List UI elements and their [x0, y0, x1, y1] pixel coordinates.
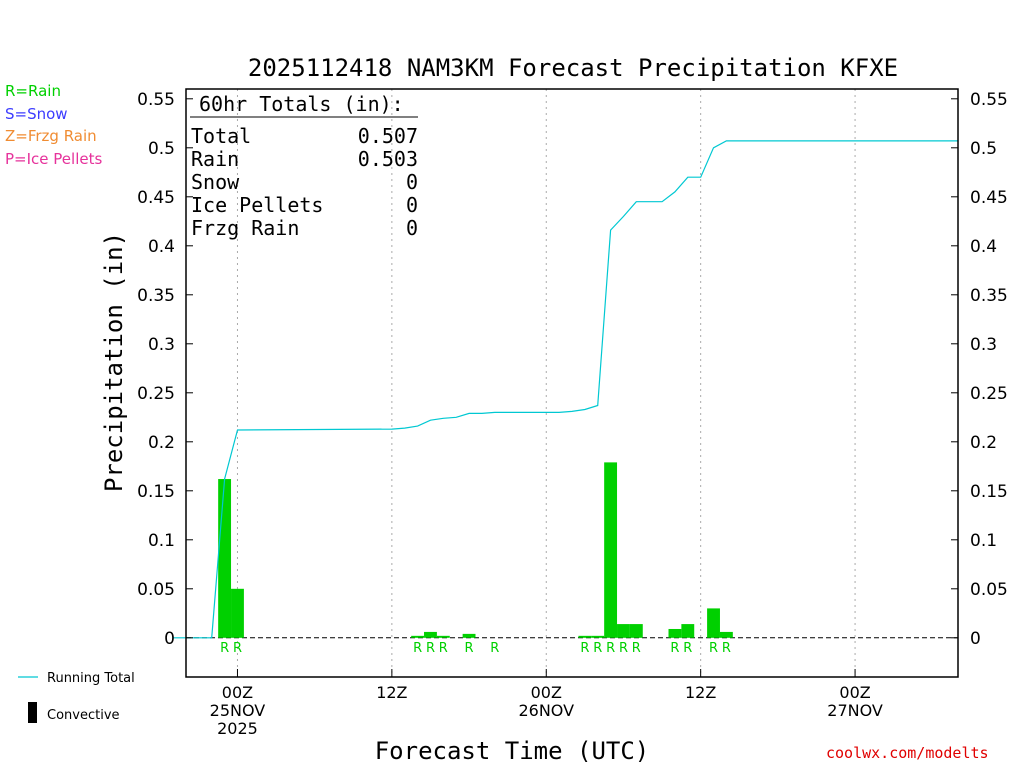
- credit-link[interactable]: coolwx.com/modelts: [826, 744, 989, 762]
- y-tick-label: 0.2: [970, 433, 997, 453]
- y-tick-label: 0.4: [148, 237, 175, 257]
- bar-type-letter: R: [722, 641, 731, 656]
- y-tick-label: 0.15: [970, 482, 1008, 502]
- totals-row-label: Rain: [191, 147, 239, 171]
- bar-type-letter: R: [709, 641, 718, 656]
- precip-type-legend: R=Rain S=Snow Z=Frzg Rain P=Ice Pellets: [5, 80, 102, 170]
- precip-bar: [719, 631, 733, 638]
- bar-type-letter: R: [632, 641, 641, 656]
- totals-heading: 60hr Totals (in):: [199, 92, 404, 116]
- y-tick-label: 0: [164, 629, 175, 649]
- bar-type-letter: R: [490, 641, 499, 656]
- precip-bar: [436, 635, 450, 638]
- y-tick-label: 0.35: [137, 286, 175, 306]
- legend-freezing-rain: Z=Frzg Rain: [5, 127, 97, 145]
- totals-row-label: Snow: [191, 170, 240, 194]
- x-tick-label: 27NOV: [827, 701, 883, 720]
- totals-row-value: 0: [406, 216, 418, 240]
- totals-row-label: Frzg Rain: [191, 216, 299, 240]
- precip-bar: [668, 628, 682, 638]
- x-axis-label: Forecast Time (UTC): [375, 737, 650, 765]
- bar-type-letter: R: [593, 641, 602, 656]
- y-tick-label: 0.25: [970, 384, 1008, 404]
- totals-row-value: 0.507: [358, 124, 418, 148]
- y-tick-label: 0.1: [970, 531, 997, 551]
- bar-type-letter: R: [426, 641, 435, 656]
- totals-row-value: 0: [406, 193, 418, 217]
- precip-bar: [424, 631, 437, 638]
- y-tick-label: 0.3: [148, 335, 175, 355]
- bar-type-letter: R: [606, 641, 615, 656]
- bar-type-letter: R: [670, 641, 679, 656]
- y-tick-label: 0.25: [137, 384, 175, 404]
- y-axis-right: 0 0.05 0.1 0.15 0.2 0.25 0.3 0.35 0.4 0.45 0.5 0.55: [951, 90, 1008, 649]
- x-tick-label: 2025: [217, 719, 258, 738]
- rain-bars: [218, 462, 733, 638]
- y-tick-label: 0.5: [148, 139, 175, 159]
- chart-title: 2025112418 NAM3KM Forecast Precipitation…: [248, 54, 898, 82]
- y-tick-label: 0.55: [137, 90, 175, 110]
- precip-bar: [218, 479, 232, 638]
- precip-bar: [707, 608, 720, 638]
- precip-bar: [578, 635, 592, 638]
- y-axis-label: Precipitation (in): [100, 232, 128, 492]
- bar-type-letter: R: [439, 641, 448, 656]
- legend-ice-pellets: P=Ice Pellets: [5, 149, 103, 168]
- legend-snow: S=Snow: [5, 104, 68, 123]
- y-tick-label: 0.4: [970, 237, 997, 257]
- precip-bar: [681, 624, 695, 638]
- y-tick-label: 0.3: [970, 335, 997, 355]
- bar-type-letter: R: [220, 641, 229, 656]
- y-tick-label: 0.35: [970, 286, 1008, 306]
- running-total-legend-label: Running Total: [47, 671, 135, 686]
- y-tick-label: 0.5: [970, 139, 997, 159]
- totals-row-value: 0.503: [358, 147, 418, 171]
- bar-type-letter: R: [233, 641, 242, 656]
- legend-rain: R=Rain: [5, 82, 61, 100]
- x-tick-label: 00Z: [531, 683, 562, 702]
- y-tick-label: 0.55: [970, 90, 1008, 110]
- x-tick-label: 12Z: [685, 683, 716, 702]
- totals-box: 60hr Totals (in): Total 0.507 Rain 0.503 Sno…: [190, 92, 418, 240]
- running-total-line: [173, 140, 958, 639]
- y-tick-label: 0.05: [970, 580, 1008, 600]
- precip-bar: [604, 462, 618, 638]
- y-tick-label: 0.05: [137, 580, 175, 600]
- y-tick-label: 0.45: [137, 188, 175, 208]
- y-axis-left: 0 0.05 0.1 0.15 0.2 0.25 0.3 0.35 0.4 0.45 0.5 0.55: [137, 90, 193, 649]
- precip-bar: [231, 588, 244, 638]
- bar-type-letter: R: [413, 641, 422, 656]
- bar-type-letter: R: [619, 641, 628, 656]
- precip-bar: [617, 624, 630, 638]
- convective-legend-swatch: [28, 702, 37, 723]
- x-tick-label: 25NOV: [210, 701, 266, 720]
- totals-row-label: Total: [191, 124, 251, 148]
- precip-bar: [591, 635, 605, 638]
- x-tick-label: 00Z: [839, 683, 870, 702]
- precip-bar: [462, 633, 476, 638]
- precip-bar: [411, 635, 425, 638]
- y-tick-label: 0.2: [148, 433, 175, 453]
- y-tick-label: 0.45: [970, 188, 1008, 208]
- convective-legend-label: Convective: [47, 708, 120, 723]
- plot-frame: [185, 88, 959, 678]
- precip-bar: [629, 624, 643, 638]
- totals-row-label: Ice Pellets: [191, 193, 323, 217]
- x-tick-label: 26NOV: [518, 701, 574, 720]
- bar-type-letter: R: [465, 641, 474, 656]
- y-tick-label: 0.1: [148, 531, 175, 551]
- grid-lines: [236, 89, 856, 677]
- y-tick-label: 0.15: [137, 482, 175, 502]
- y-tick-label: 0: [970, 629, 981, 649]
- x-tick-label: 12Z: [376, 683, 407, 702]
- bar-type-letter: R: [580, 641, 589, 656]
- x-tick-label: 00Z: [222, 683, 253, 702]
- bar-type-letter: R: [683, 641, 692, 656]
- totals-row-value: 0: [406, 170, 418, 194]
